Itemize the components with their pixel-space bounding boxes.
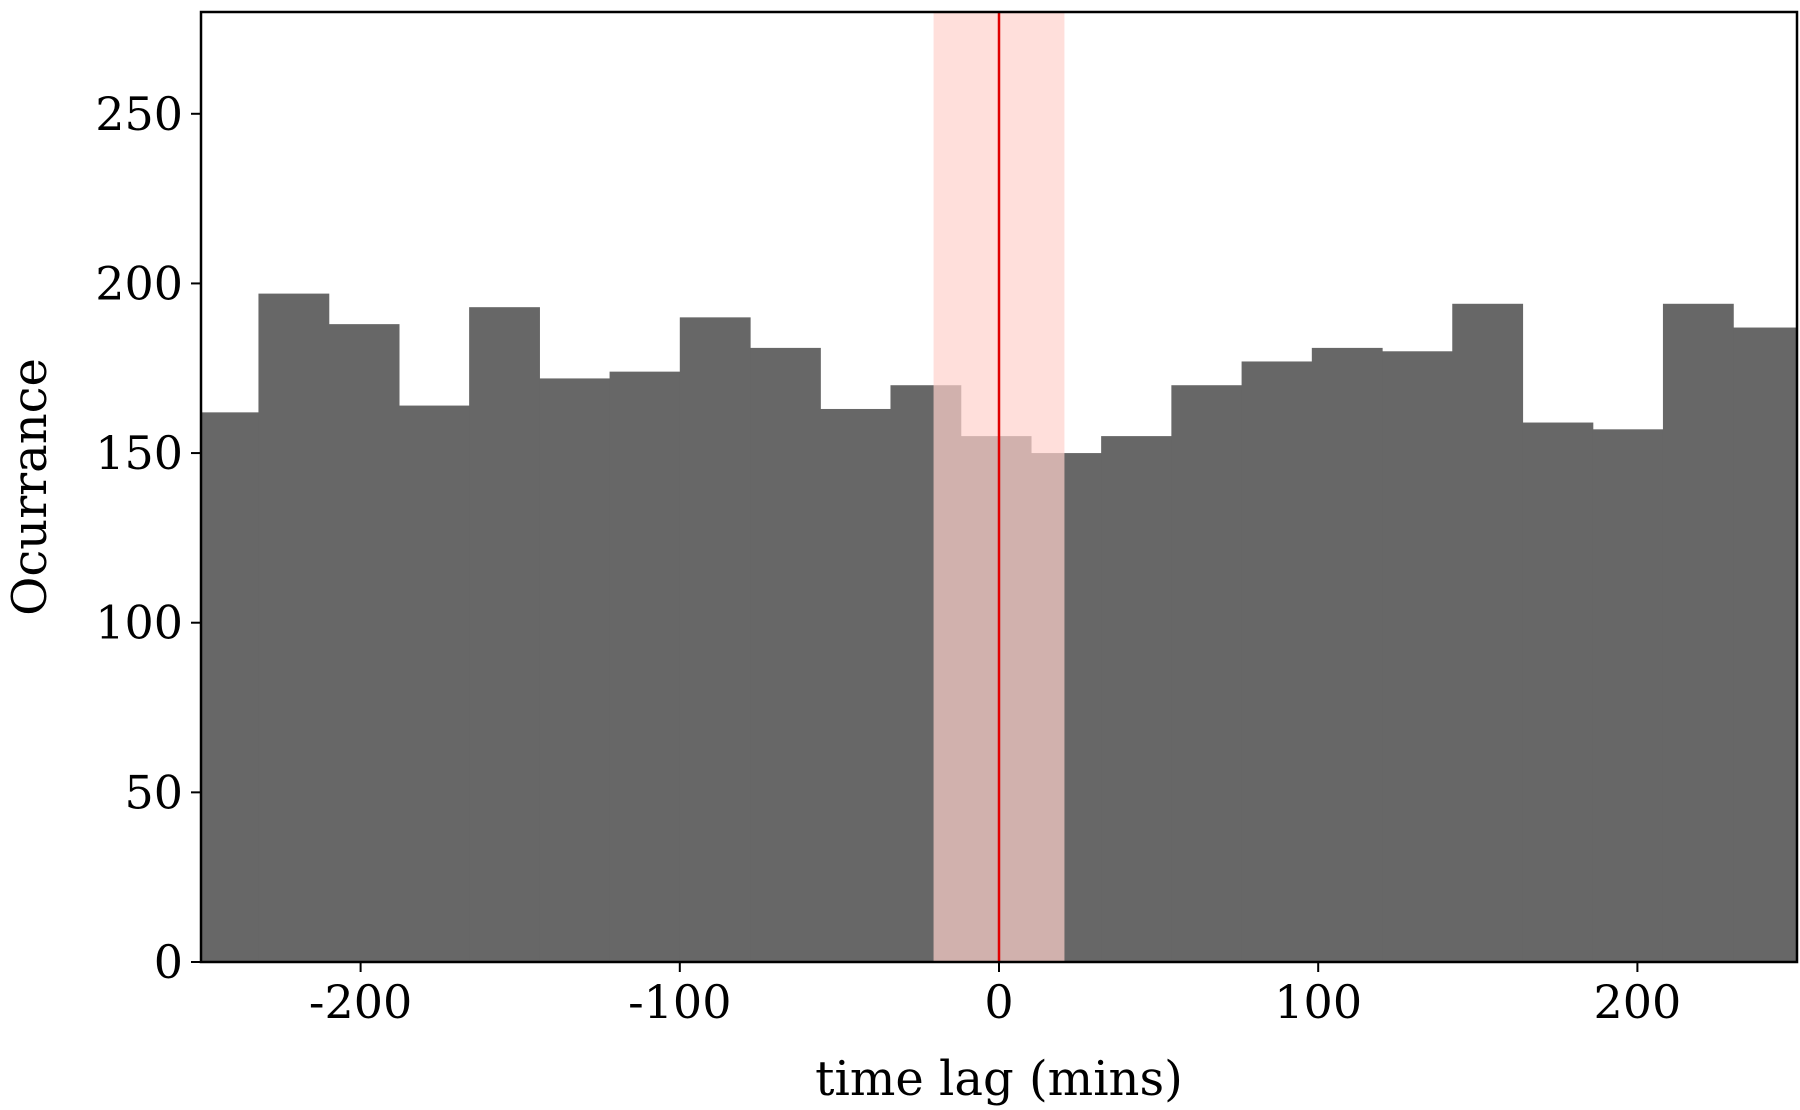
histogram-bar (1592, 429, 1664, 962)
histogram-bar (398, 405, 470, 962)
histogram-bar (609, 371, 681, 962)
histogram-bar (820, 408, 892, 962)
histogram-bar (1241, 361, 1313, 962)
histogram-bar (1522, 422, 1594, 962)
histogram-bar (539, 378, 611, 962)
x-tick-label: 100 (1274, 975, 1362, 1029)
x-tick-label: 0 (984, 975, 1013, 1029)
y-axis-label: Ocurrance (2, 358, 58, 616)
histogram-bar (1733, 327, 1797, 962)
y-tick-label: 200 (95, 256, 183, 310)
histogram-bar (1171, 385, 1243, 962)
y-tick-label: 100 (95, 596, 183, 650)
histogram-bar (469, 307, 540, 962)
y-tick-label: 250 (95, 87, 183, 141)
histogram-bar (328, 324, 400, 962)
y-tick-label: 0 (154, 935, 183, 989)
x-axis-label: time lag (mins) (815, 1051, 1183, 1107)
histogram-bar (201, 412, 260, 962)
histogram-bar (1452, 303, 1524, 962)
plot-area (201, 12, 1797, 962)
y-axis-ticks: 0 50 100 150 200 250 (95, 87, 201, 989)
x-tick-label: 200 (1593, 975, 1681, 1029)
y-tick-label: 150 (95, 426, 183, 480)
histogram-bar (1662, 303, 1734, 962)
histogram-bar (258, 293, 330, 962)
histogram-bar (1311, 347, 1383, 962)
histogram-bar (679, 317, 751, 962)
x-tick-label: -100 (628, 975, 731, 1029)
y-tick-label: 50 (124, 765, 183, 819)
histogram-bars (201, 293, 1797, 962)
histogram-bar (1382, 351, 1453, 962)
x-tick-label: -200 (309, 975, 412, 1029)
histogram-bar (750, 347, 821, 962)
histogram-bar (1101, 436, 1172, 962)
x-axis-ticks: -200 -100 0 100 200 (309, 962, 1681, 1029)
